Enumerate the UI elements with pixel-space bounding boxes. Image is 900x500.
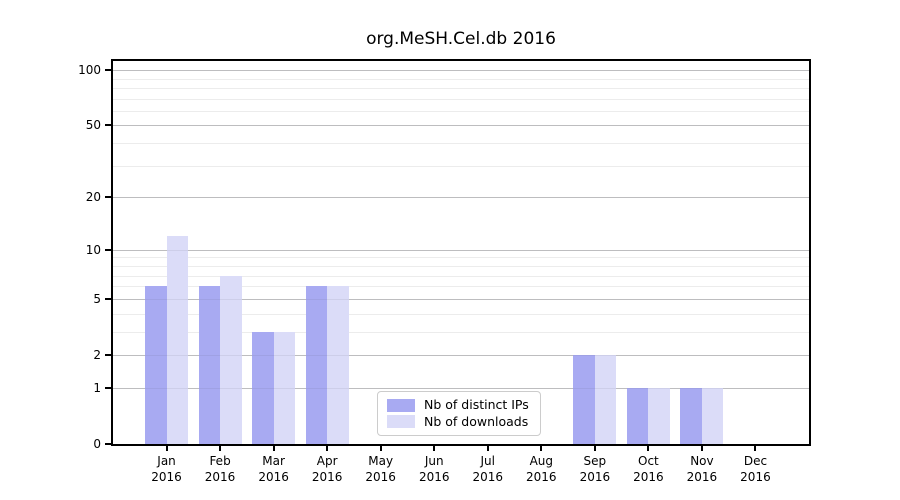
x-tick-apr [326,446,329,451]
major-gridline-overlay-50 [113,125,809,127]
bar-distinct-ips-apr [305,286,328,444]
y-tick-label-20: 20 [85,190,101,205]
y-tick-1 [105,386,111,389]
chart-title: org.MeSH.Cel.db 2016 [366,29,556,49]
x-tick-label-apr: Apr 2016 [311,454,343,484]
bar-downloads-oct [648,387,670,444]
minor-gridline-30 [113,165,809,167]
major-gridline-overlay-2 [113,354,809,356]
major-gridline-overlay-10 [113,249,809,251]
major-gridline-overlay-5 [113,298,809,300]
major-gridline-100 [113,70,809,72]
minor-gridline-7 [113,275,809,277]
y-tick-label-1: 1 [93,380,101,395]
bar-distinct-ips-jan [145,286,167,444]
major-gridline-50 [113,125,809,127]
x-tick-jun [433,446,436,451]
x-tick-feb [219,446,222,451]
bar-downloads-apr [327,286,349,444]
plot-area: Nb of distinct IPs Nb of downloads Jan 2… [78,59,811,484]
major-gridline-overlay-20 [113,197,809,199]
y-tick-2 [105,353,111,356]
bar-downloads-sep [594,355,617,444]
x-tick-label-jan: Jan 2016 [151,454,182,484]
y-tick-label-50: 50 [85,118,101,133]
y-tick-100 [105,69,111,72]
y-tick-10 [105,248,111,251]
major-gridline-5 [113,298,809,300]
x-tick-nov [700,446,703,451]
y-tick-5 [105,297,111,300]
x-tick-label-sep: Sep 2016 [579,454,611,484]
x-tick-sep [593,446,596,451]
x-tick-label-dec: Dec 2016 [740,454,771,484]
major-gridline-20 [113,197,809,199]
y-tick-label-0: 0 [93,437,101,451]
bar-downloads-nov [701,387,724,444]
minor-gridline-90 [113,78,809,80]
bar-distinct-ips-feb [198,286,221,444]
x-tick-may [379,446,382,451]
x-tick-oct [647,446,650,451]
major-gridline-2 [113,354,809,356]
x-tick-jul [486,446,489,451]
minor-gridline-80 [113,87,809,89]
y-tick-50 [105,124,111,127]
minor-gridline-40 [113,143,809,145]
y-tick-20 [105,196,111,199]
legend-item-distinct-ips: Nb of distinct IPs [387,397,531,413]
bar-distinct-ips-sep [573,355,595,444]
x-tick-label-jul: Jul 2016 [472,454,504,484]
minor-gridline-60 [113,110,809,112]
minor-gridline-3 [113,331,809,333]
bar-downloads-mar [273,331,296,444]
bar-downloads-feb [220,275,242,444]
minor-gridline-70 [113,98,809,100]
legend-swatch-downloads [387,415,415,429]
x-tick-label-jun: Jun 2016 [418,454,450,484]
x-tick-aug [540,446,543,451]
major-gridline-10 [113,249,809,251]
minor-gridline-9 [113,257,809,259]
minor-gridline-4 [113,313,809,315]
x-tick-label-mar: Mar 2016 [258,454,289,484]
x-tick-jan [165,446,168,451]
bar-distinct-ips-oct [626,387,649,444]
x-tick-mar [272,446,275,451]
y-tick-label-10: 10 [85,242,101,257]
y-tick-label-100: 100 [78,63,101,78]
major-gridline-overlay-1 [113,387,809,389]
minor-gridline-8 [113,265,809,267]
bar-distinct-ips-mar [252,331,274,444]
y-tick-label-5: 5 [93,291,101,306]
legend-label-downloads: Nb of downloads [424,413,529,429]
major-gridline-overlay-100 [113,70,809,72]
legend-item-downloads: Nb of downloads [387,414,531,430]
major-gridline-1 [113,387,809,389]
x-tick-label-nov: Nov 2016 [686,454,718,484]
x-tick-label-feb: Feb 2016 [204,454,236,484]
x-tick-dec [754,446,757,451]
bar-distinct-ips-nov [680,387,702,444]
y-tick-label-2: 2 [93,347,101,362]
y-tick-0 [105,443,111,445]
legend-swatch-distinct-ips [387,398,415,412]
legend: Nb of distinct IPs Nb of downloads [377,391,541,436]
minor-gridline-6 [113,286,809,288]
x-tick-label-oct: Oct 2016 [633,454,664,484]
x-tick-label-aug: Aug 2016 [526,454,557,484]
bar-downloads-jan [166,236,189,444]
legend-label-distinct-ips: Nb of distinct IPs [424,397,529,413]
x-tick-label-may: May 2016 [365,454,396,484]
